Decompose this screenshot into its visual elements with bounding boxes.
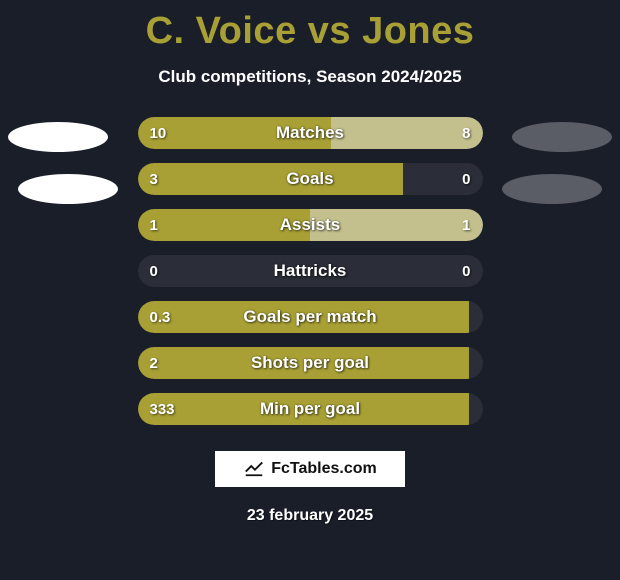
watermark-text: FcTables.com: [271, 460, 377, 478]
stat-bar-left: [138, 347, 469, 379]
stat-bar-right: [331, 117, 483, 149]
stat-row: Assists11: [138, 209, 483, 241]
watermark: FcTables.com: [215, 451, 405, 487]
player-left-badge-2: [18, 174, 118, 204]
page-title: C. Voice vs Jones: [0, 0, 620, 53]
stat-row: Shots per goal2: [138, 347, 483, 379]
page-subtitle: Club competitions, Season 2024/2025: [0, 67, 620, 87]
footer-date: 23 february 2025: [0, 507, 620, 525]
stat-row: Goals30: [138, 163, 483, 195]
player-right-badge-2: [502, 174, 602, 204]
stat-value-right: 0: [462, 163, 470, 195]
stat-row: Goals per match0.3: [138, 301, 483, 333]
stat-bar-left: [138, 393, 469, 425]
stat-bar-right: [310, 209, 483, 241]
player-right-badge-1: [512, 122, 612, 152]
stat-bar-left: [138, 117, 331, 149]
stat-row: Min per goal333: [138, 393, 483, 425]
stat-bar-left: [138, 301, 469, 333]
stat-row: Hattricks0 0: [138, 255, 483, 287]
stat-label: Hattricks: [138, 255, 483, 287]
stat-value-right: 0: [462, 255, 470, 287]
stat-bar-left: [138, 209, 311, 241]
chart-icon: [243, 456, 265, 483]
stat-value-left: 0: [150, 255, 158, 287]
player-left-badge-1: [8, 122, 108, 152]
stat-row: Matches108: [138, 117, 483, 149]
comparison-bars: Matches108Goals30Assists11Hattricks00Goa…: [0, 117, 620, 425]
stat-bar-left: [138, 163, 404, 195]
